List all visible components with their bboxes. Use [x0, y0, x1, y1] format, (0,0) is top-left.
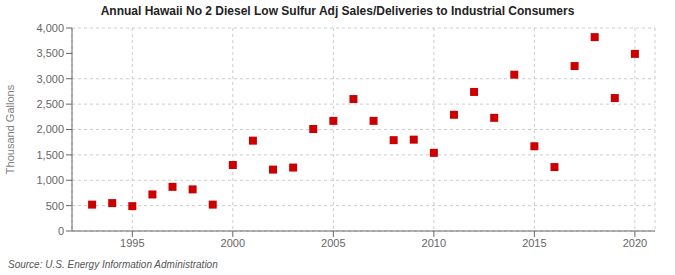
- svg-text:4,000: 4,000: [36, 22, 64, 34]
- svg-text:0: 0: [58, 225, 64, 237]
- html-text:Source: U.S. Energy Informatio: Source: U.S. Energy Information Administ…: [8, 259, 218, 270]
- svg-text:3,000: 3,000: [36, 73, 64, 85]
- svg-text:2,500: 2,500: [36, 98, 64, 110]
- svg-text:2005: 2005: [321, 237, 345, 249]
- svg-text:1,000: 1,000: [36, 174, 64, 186]
- html-text:Annual Hawaii No 2 Diesel Low: Annual Hawaii No 2 Diesel Low Sulfur Adj…: [100, 4, 575, 18]
- svg-text:500: 500: [46, 200, 64, 212]
- svg-text:1995: 1995: [120, 237, 144, 249]
- svg-text:2010: 2010: [422, 237, 446, 249]
- svg-text:Thousand Gallons: Thousand Gallons: [8, 84, 16, 174]
- svg-text:3,500: 3,500: [36, 47, 64, 59]
- svg-text:2020: 2020: [623, 237, 647, 249]
- svg-text:2015: 2015: [522, 237, 546, 249]
- svg-text:2,000: 2,000: [36, 123, 64, 135]
- svg-text:1,500: 1,500: [36, 149, 64, 161]
- svg-text:2000: 2000: [221, 237, 245, 249]
